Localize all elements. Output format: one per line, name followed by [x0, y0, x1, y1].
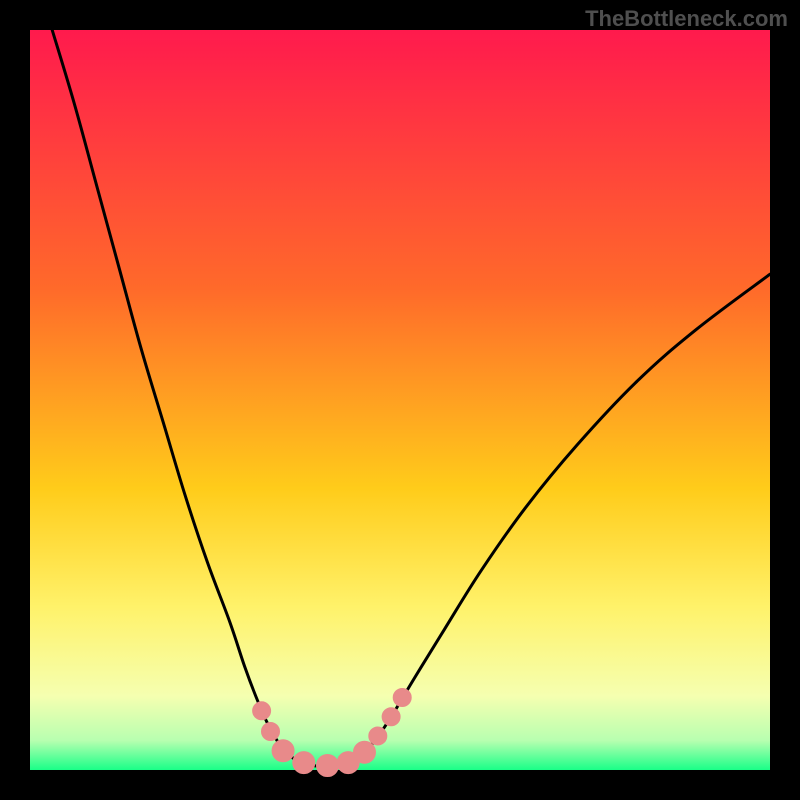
- chart-svg: [0, 0, 800, 800]
- marker-point: [272, 740, 294, 762]
- marker-point: [393, 688, 411, 706]
- curve-left-branch: [52, 30, 333, 767]
- marker-point: [353, 741, 375, 763]
- marker-point: [262, 723, 280, 741]
- marker-point: [382, 708, 400, 726]
- marker-point: [369, 727, 387, 745]
- marker-point: [293, 752, 315, 774]
- marker-point: [253, 702, 271, 720]
- marker-point: [316, 755, 338, 777]
